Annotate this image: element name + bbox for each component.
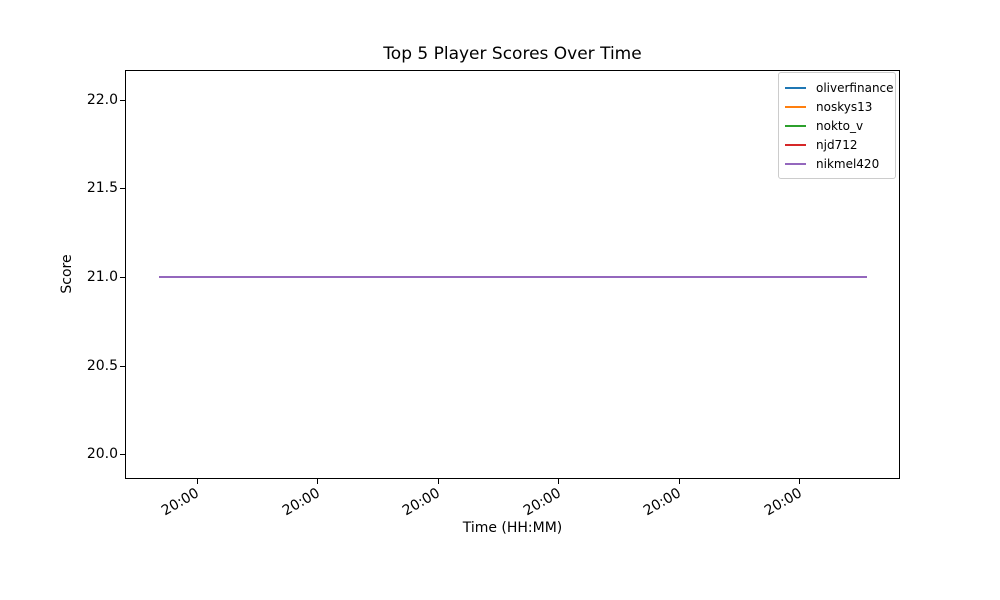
y-tick-label: 21.5: [86, 180, 118, 197]
y-tick-label: 22.0: [86, 91, 118, 108]
plot-area: [125, 70, 900, 479]
y-tick-label: 20.5: [86, 357, 118, 374]
legend-line-swatch: [785, 143, 806, 146]
series-line-nikmel420: [159, 275, 867, 278]
x-tick-label: 20:00: [279, 485, 323, 520]
legend-line-swatch: [785, 86, 806, 89]
legend: oliverfinance noskys13 nokto_v njd712 nikmel…: [778, 72, 896, 179]
y-tick-mark: [120, 99, 125, 101]
y-tick-mark: [120, 454, 125, 456]
y-tick-mark: [120, 188, 125, 190]
x-tick-mark: [317, 479, 319, 484]
legend-item: noskys13: [785, 97, 889, 116]
legend-label: njd712: [816, 137, 858, 152]
x-tick-mark: [678, 479, 680, 484]
x-tick-label: 20:00: [400, 485, 444, 520]
legend-label: noskys13: [816, 99, 873, 114]
legend-item: njd712: [785, 135, 889, 154]
chart-title: Top 5 Player Scores Over Time: [383, 44, 642, 64]
x-tick-mark: [558, 479, 560, 484]
x-tick-label: 20:00: [520, 485, 564, 520]
legend-label: nikmel420: [816, 156, 880, 171]
legend-item: nokto_v: [785, 116, 889, 135]
legend-item: oliverfinance: [785, 78, 894, 97]
y-tick-mark: [120, 365, 125, 367]
legend-line-swatch: [785, 105, 806, 108]
y-tick-label: 21.0: [86, 268, 118, 285]
x-tick-label: 20:00: [159, 485, 203, 520]
legend-label: oliverfinance: [816, 80, 894, 95]
legend-line-swatch: [785, 162, 806, 165]
y-axis-label: Score: [59, 254, 75, 294]
y-tick-label: 20.0: [86, 446, 118, 463]
x-tick-label: 20:00: [641, 485, 685, 520]
legend-line-swatch: [785, 124, 806, 127]
x-axis-label: Time (HH:MM): [462, 520, 563, 536]
legend-item: nikmel420: [785, 154, 889, 173]
legend-label: nokto_v: [816, 118, 864, 133]
x-tick-label: 20:00: [761, 485, 805, 520]
y-tick-mark: [120, 276, 125, 278]
x-tick-mark: [196, 479, 198, 484]
x-tick-mark: [799, 479, 801, 484]
x-tick-mark: [437, 479, 439, 484]
